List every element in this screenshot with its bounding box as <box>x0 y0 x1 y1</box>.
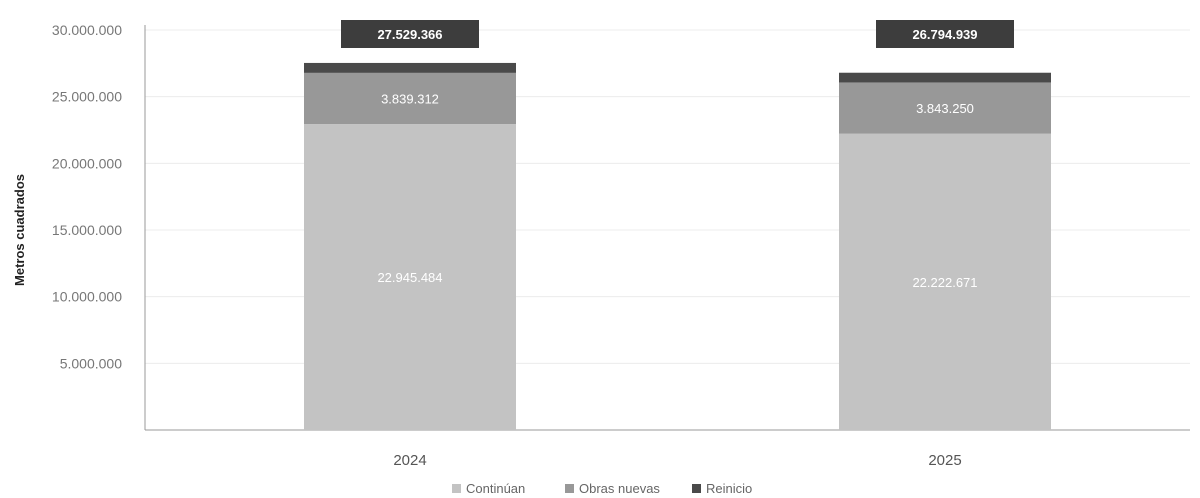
y-tick-label: 30.000.000 <box>52 22 122 38</box>
total-label-box <box>876 20 1014 48</box>
bar-segment-2 <box>839 72 1051 83</box>
legend-swatch <box>452 484 461 493</box>
segment-value-label: 3.839.312 <box>381 91 439 106</box>
total-value-label: 27.529.366 <box>377 27 442 42</box>
legend-swatch <box>565 484 574 493</box>
segment-value-label: 22.945.484 <box>377 270 442 285</box>
y-tick-label: 20.000.000 <box>52 155 122 171</box>
y-axis-label: Metros cuadrados <box>12 174 27 286</box>
y-tick-label: 10.000.000 <box>52 289 122 305</box>
total-label-box <box>341 20 479 48</box>
y-tick-labels: 5.000.000 10.000.000 15.000.000 20.000.000 2… <box>52 22 122 371</box>
legend-label: Continúan <box>466 481 525 496</box>
legend-swatch <box>692 484 701 493</box>
x-tick-label: 2024 <box>393 452 426 469</box>
x-tick-label: 2025 <box>928 452 961 469</box>
bar-segment-2 <box>304 62 516 73</box>
y-tick-label: 5.000.000 <box>60 355 122 371</box>
segment-value-label: 3.843.250 <box>916 101 974 116</box>
bar-segment-1 <box>839 82 1051 134</box>
y-tick-label: 25.000.000 <box>52 89 122 105</box>
legend-label: Reinicio <box>706 481 752 496</box>
bar-segment-0 <box>304 124 516 430</box>
x-tick-labels: 2024 2025 <box>393 452 961 469</box>
bars: 22.945.484 3.839.312 27.529.366 22.222.671 3… <box>304 20 1051 430</box>
segment-value-label: 22.222.671 <box>912 275 977 290</box>
total-value-label: 26.794.939 <box>912 27 977 42</box>
bar-segment-0 <box>839 133 1051 430</box>
y-tick-label: 15.000.000 <box>52 222 122 238</box>
legend: Continúan Obras nuevas Reinicio <box>452 481 752 496</box>
legend-label: Obras nuevas <box>579 481 660 496</box>
bar-segment-1 <box>304 72 516 125</box>
